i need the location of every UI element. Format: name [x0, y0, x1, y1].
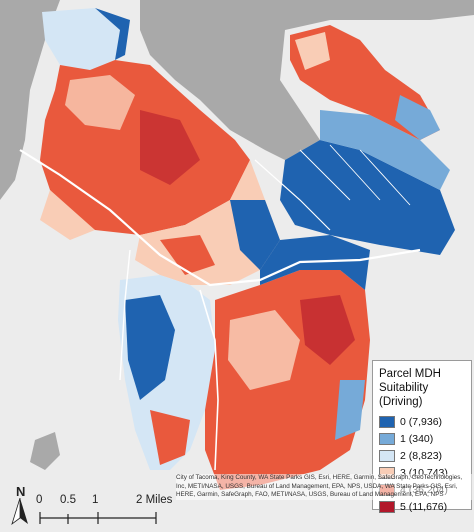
parcel-zone-west-edge: [40, 190, 95, 240]
road-tideflats: [254, 159, 331, 231]
map-attribution: City of Tacoma, King County, WA State Pa…: [176, 474, 472, 500]
legend-label: 1 (340): [400, 432, 434, 445]
scale-label-0: 0: [36, 494, 43, 506]
legend-item: 1 (340): [379, 430, 465, 447]
water-lake: [30, 432, 60, 470]
legend-item: 2 (8,823): [379, 447, 465, 464]
water-west-passage: [0, 0, 60, 200]
parcel-zone-north-strip: [95, 8, 130, 60]
parcel-zone-eastside-dark: [300, 295, 355, 365]
north-letter: N: [16, 484, 26, 499]
legend-title-line2: Suitability (Driving): [379, 382, 429, 408]
legend-swatch: [379, 432, 395, 445]
scale-label-half: 0.5: [60, 494, 76, 506]
legend-item: 5 (11,676): [379, 498, 465, 515]
freeway-sr7: [199, 289, 219, 471]
water-commencement-bay: [140, 0, 474, 160]
parcel-zone-eastside-light: [228, 310, 300, 390]
parcel-zone-south-tacoma-red: [150, 410, 190, 465]
legend-item: 0 (7,936): [379, 413, 465, 430]
scale-bar: 0 0.5 1 2 Miles: [36, 494, 218, 530]
legend-swatch: [379, 449, 395, 462]
legend-title: Parcel MDH Suitability (Driving): [379, 367, 465, 409]
legend-swatch: [379, 500, 395, 513]
parcel-zone-north-end-dark: [140, 110, 200, 185]
legend-title-line1: Parcel MDH: [379, 368, 441, 380]
legend-label: 2 (8,823): [400, 449, 443, 462]
scale-bar-graphic: [39, 512, 157, 524]
parcel-zone-northeast-light: [295, 32, 330, 70]
legend-label: 0 (7,936): [400, 415, 443, 428]
parcel-zone-downtown: [230, 200, 280, 270]
parcel-zone-south-tacoma-blue: [125, 295, 175, 400]
parcel-zone-central-red: [160, 235, 215, 275]
legend-swatch: [379, 415, 395, 428]
north-arrow: N: [8, 484, 38, 528]
scale-label-1: 1: [92, 494, 99, 506]
waterway-channels: [299, 144, 411, 206]
legend-label: 5 (11,676): [400, 500, 448, 513]
freeway-i5: [19, 149, 421, 287]
parcel-zone-north-end-light: [65, 75, 135, 130]
north-arrow-icon: [11, 498, 28, 526]
parcel-zone-point-defiance: [42, 8, 120, 70]
freeway-sr16: [119, 249, 131, 381]
parcel-zone-tideflats: [280, 140, 455, 255]
scale-label-2: 2 Miles: [136, 494, 173, 506]
parcel-zone-northeast-blue: [395, 95, 440, 140]
parcel-zone-eastside-blue: [335, 380, 365, 440]
scale-labels: 0 0.5 1 2 Miles: [36, 494, 218, 508]
parcel-zone-tideflats-north: [320, 110, 450, 190]
